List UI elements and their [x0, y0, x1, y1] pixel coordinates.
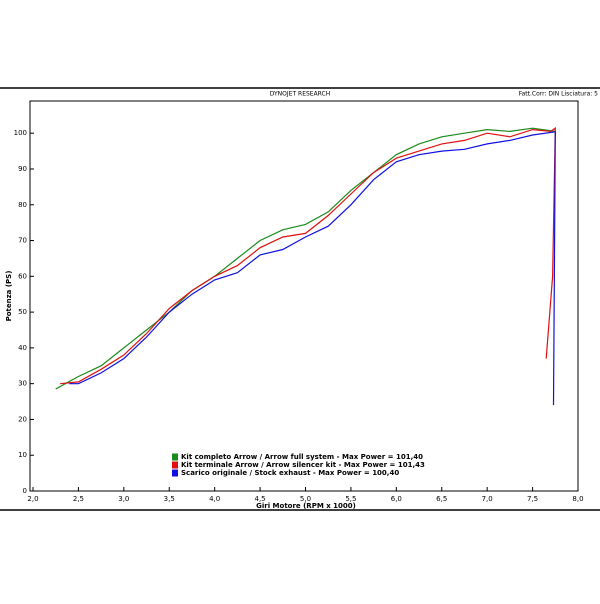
header-right: Fatt.Corr: DIN Lisciatura: 5 [519, 91, 598, 98]
x-tick-label: 2,0 [27, 495, 38, 503]
legend-swatch [172, 461, 178, 469]
x-tick-label: 7,5 [527, 495, 538, 503]
y-tick-label: 50 [18, 308, 27, 316]
y-tick-label: 20 [18, 415, 27, 423]
x-tick-label: 3,5 [164, 495, 175, 503]
x-tick-label: 3,0 [118, 495, 129, 503]
y-tick-label: 80 [18, 201, 27, 209]
x-tick-label: 4,5 [255, 495, 266, 503]
header: DYNOJET RESEARCH [270, 91, 331, 98]
x-tick-label: 2,5 [73, 495, 84, 503]
x-tick-label: 4,0 [209, 495, 220, 503]
y-tick-label: 60 [18, 272, 27, 280]
x-tick-label: 5,5 [345, 495, 356, 503]
x-axis-label: Giri Motore (RPM x 1000) [256, 502, 356, 510]
y-tick-label: 100 [14, 129, 27, 137]
y-tick-label: 70 [18, 237, 27, 245]
y-tick-label: 30 [18, 380, 27, 388]
legend-swatch [172, 469, 178, 477]
x-tick-label: 6,0 [391, 495, 402, 503]
x-tick-label: 7,0 [482, 495, 493, 503]
series-line [55, 127, 556, 390]
series-line [69, 131, 556, 406]
x-tick-label: 8,0 [572, 495, 583, 503]
y-tick-label: 10 [18, 451, 27, 459]
y-tick-label: 40 [18, 344, 27, 352]
x-tick-label: 5,0 [300, 495, 311, 503]
y-tick-label: 0 [23, 487, 27, 495]
y-axis-label: Potenza (PS) [5, 271, 13, 322]
legend-label: Kit completo Arrow / Arrow full system -… [181, 453, 423, 461]
legend-label: Kit terminale Arrow / Arrow silencer kit… [181, 461, 425, 469]
legend-swatch [172, 453, 178, 461]
x-tick-label: 6,5 [436, 495, 447, 503]
plot-frame [29, 100, 579, 492]
series-line [60, 126, 556, 385]
legend-label: Scarico originale / Stock exhaust - Max … [181, 469, 399, 477]
y-tick-label: 90 [18, 165, 27, 173]
